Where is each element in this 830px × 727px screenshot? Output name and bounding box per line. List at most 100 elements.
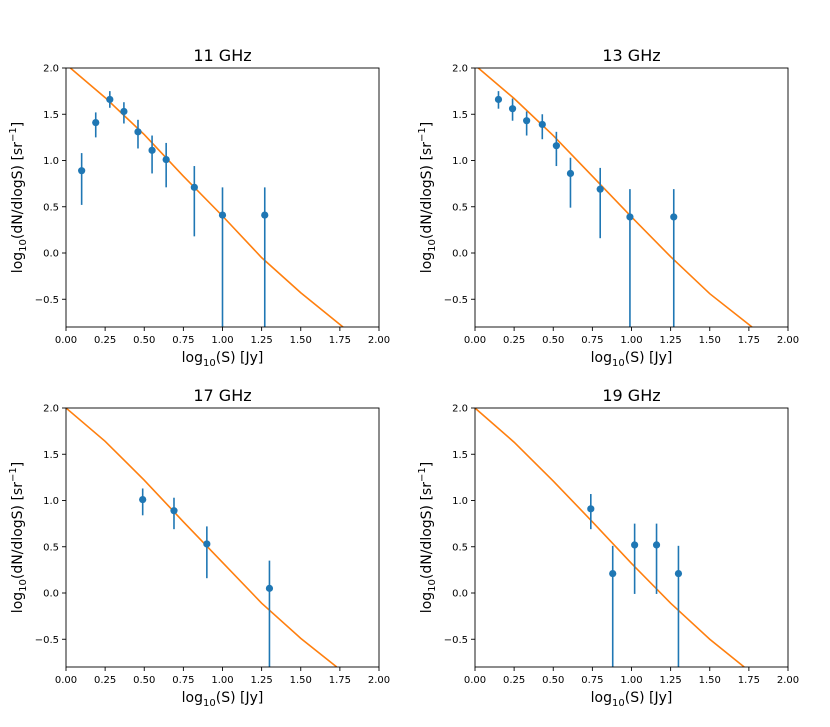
y-tick-label: 1.0 bbox=[43, 156, 59, 167]
x-label-sub: 10 bbox=[203, 358, 216, 369]
x-tick-label: 2.00 bbox=[368, 675, 390, 686]
y-label-sub: 10 bbox=[18, 239, 29, 252]
data-point bbox=[134, 128, 142, 136]
y-label-sup: −1 bbox=[8, 127, 19, 142]
data-point bbox=[674, 569, 683, 578]
data-point bbox=[78, 167, 86, 175]
data-point bbox=[494, 95, 503, 104]
y-tick-label: 1.0 bbox=[452, 496, 468, 507]
model-line bbox=[477, 68, 753, 327]
y-label-end: ] bbox=[10, 122, 26, 127]
y-tick-label: 2.0 bbox=[452, 404, 468, 415]
y-tick-label: −0.5 bbox=[35, 635, 59, 646]
y-label-log: log bbox=[10, 252, 26, 273]
panel-title: 17 GHz bbox=[193, 386, 251, 405]
data-point bbox=[162, 155, 170, 164]
y-tick-label: −0.5 bbox=[444, 635, 468, 646]
data-point bbox=[670, 213, 678, 221]
x-tick-label: 2.00 bbox=[777, 335, 799, 346]
data-point bbox=[587, 505, 595, 513]
y-tick-label: 0.5 bbox=[452, 202, 468, 213]
y-tick-label: 2.0 bbox=[43, 404, 59, 415]
data-point bbox=[552, 142, 560, 150]
x-label-sub: 10 bbox=[612, 698, 625, 709]
x-axis-label: log10(S) [Jy] bbox=[182, 690, 264, 709]
y-tick-label: 1.5 bbox=[43, 110, 59, 121]
x-tick-label: 1.50 bbox=[290, 335, 312, 346]
y-tick-label: 1.0 bbox=[43, 496, 59, 507]
data-point bbox=[523, 117, 531, 125]
data-point bbox=[566, 169, 575, 178]
x-tick-label: 0.50 bbox=[133, 335, 155, 346]
y-label-mid: (dN/dlogS) [sr bbox=[419, 142, 435, 239]
y-tick-label: 0.0 bbox=[452, 589, 468, 600]
x-tick-label: 0.75 bbox=[172, 335, 194, 346]
x-label-rest: (S) [Jy] bbox=[625, 350, 673, 366]
data-point bbox=[261, 211, 269, 219]
x-tick-label: 1.25 bbox=[250, 675, 272, 686]
y-label-end: ] bbox=[10, 462, 26, 467]
model-line bbox=[475, 408, 745, 667]
y-label-mid: (dN/dlogS) [sr bbox=[10, 482, 26, 579]
data-point bbox=[631, 541, 639, 549]
data-point bbox=[148, 146, 156, 154]
y-axis-label: log10(dN/dlogS) [sr−1] bbox=[8, 462, 29, 613]
panel-1: 0.00 0.25 0.50 0.75 1.00 1.25 1.50 1.75 2.00 −0.5… bbox=[417, 46, 799, 369]
y-label-mid: (dN/dlogS) [sr bbox=[419, 482, 435, 579]
x-tick-label: 1.00 bbox=[620, 335, 642, 346]
data-point bbox=[596, 185, 604, 193]
y-label-sub: 10 bbox=[427, 579, 438, 592]
panel-2: 0.00 0.25 0.50 0.75 1.00 1.25 1.50 1.75 2.00 −0.5… bbox=[8, 386, 390, 709]
panel-title: 13 GHz bbox=[602, 46, 660, 65]
x-tick-label: 0.25 bbox=[503, 335, 525, 346]
y-axis-label: log10(dN/dlogS) [sr−1] bbox=[417, 462, 438, 613]
data-point bbox=[626, 213, 634, 221]
x-tick-label: 1.25 bbox=[659, 335, 681, 346]
x-label-log: log bbox=[182, 690, 203, 706]
y-tick-label: 2.0 bbox=[43, 64, 59, 75]
data-point bbox=[170, 507, 178, 515]
data-point bbox=[508, 105, 517, 113]
x-tick-label: 0.75 bbox=[581, 675, 603, 686]
x-tick-label: 0.00 bbox=[55, 675, 77, 686]
y-label-sub: 10 bbox=[18, 579, 29, 592]
y-label-log: log bbox=[419, 592, 435, 613]
data-point bbox=[265, 584, 274, 592]
x-tick-label: 0.25 bbox=[503, 675, 525, 686]
x-tick-label: 2.00 bbox=[777, 675, 799, 686]
x-axis-label: log10(S) [Jy] bbox=[591, 690, 673, 709]
y-tick-label: 0.0 bbox=[452, 249, 468, 260]
y-tick-label: 0.0 bbox=[43, 249, 59, 260]
y-axis-label: log10(dN/dlogS) [sr−1] bbox=[8, 122, 29, 273]
plot-area bbox=[475, 408, 788, 667]
y-tick-label: 0.5 bbox=[452, 542, 468, 553]
x-tick-label: 1.75 bbox=[738, 675, 760, 686]
x-tick-label: 0.25 bbox=[94, 335, 116, 346]
data-point bbox=[190, 183, 198, 191]
panel-title: 11 GHz bbox=[193, 46, 251, 65]
plot-content bbox=[475, 408, 745, 667]
y-label-log: log bbox=[419, 252, 435, 273]
y-tick-label: 1.0 bbox=[452, 156, 468, 167]
x-label-rest: (S) [Jy] bbox=[216, 690, 264, 706]
y-tick-label: 2.0 bbox=[452, 64, 468, 75]
y-tick-label: 0.5 bbox=[43, 202, 59, 213]
y-label-sup: −1 bbox=[417, 467, 428, 482]
x-tick-label: 1.25 bbox=[659, 675, 681, 686]
y-tick-label: 0.0 bbox=[43, 589, 59, 600]
x-tick-label: 1.75 bbox=[329, 675, 351, 686]
plot-content bbox=[69, 68, 344, 327]
x-tick-label: 0.50 bbox=[542, 675, 564, 686]
data-point bbox=[203, 540, 211, 548]
x-tick-label: 0.75 bbox=[581, 335, 603, 346]
x-tick-label: 0.00 bbox=[464, 675, 486, 686]
panel-3: 0.00 0.25 0.50 0.75 1.00 1.25 1.50 1.75 2.00 −0.5… bbox=[417, 386, 799, 709]
x-tick-label: 1.75 bbox=[329, 335, 351, 346]
y-label-end: ] bbox=[419, 462, 435, 467]
data-point bbox=[139, 495, 147, 504]
x-tick-label: 1.00 bbox=[620, 675, 642, 686]
data-point bbox=[609, 569, 617, 578]
plot-content bbox=[477, 68, 753, 327]
x-tick-label: 0.50 bbox=[133, 675, 155, 686]
